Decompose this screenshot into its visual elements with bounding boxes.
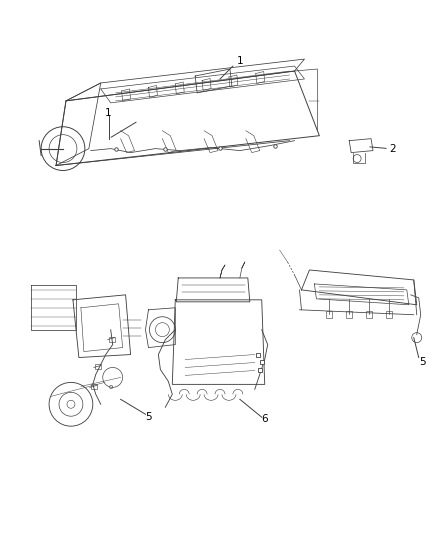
Text: 2: 2 <box>389 143 396 154</box>
Bar <box>385 311 391 318</box>
Text: 6: 6 <box>261 414 268 424</box>
Text: 5: 5 <box>418 357 425 367</box>
Bar <box>365 311 371 318</box>
Bar <box>109 337 114 342</box>
Bar <box>95 365 101 369</box>
Bar <box>325 311 332 318</box>
Text: 5: 5 <box>145 412 152 422</box>
Text: 1: 1 <box>236 56 243 66</box>
Text: 1: 1 <box>104 108 111 118</box>
Bar <box>91 384 96 389</box>
Bar <box>346 311 351 318</box>
Text: o: o <box>108 384 113 390</box>
